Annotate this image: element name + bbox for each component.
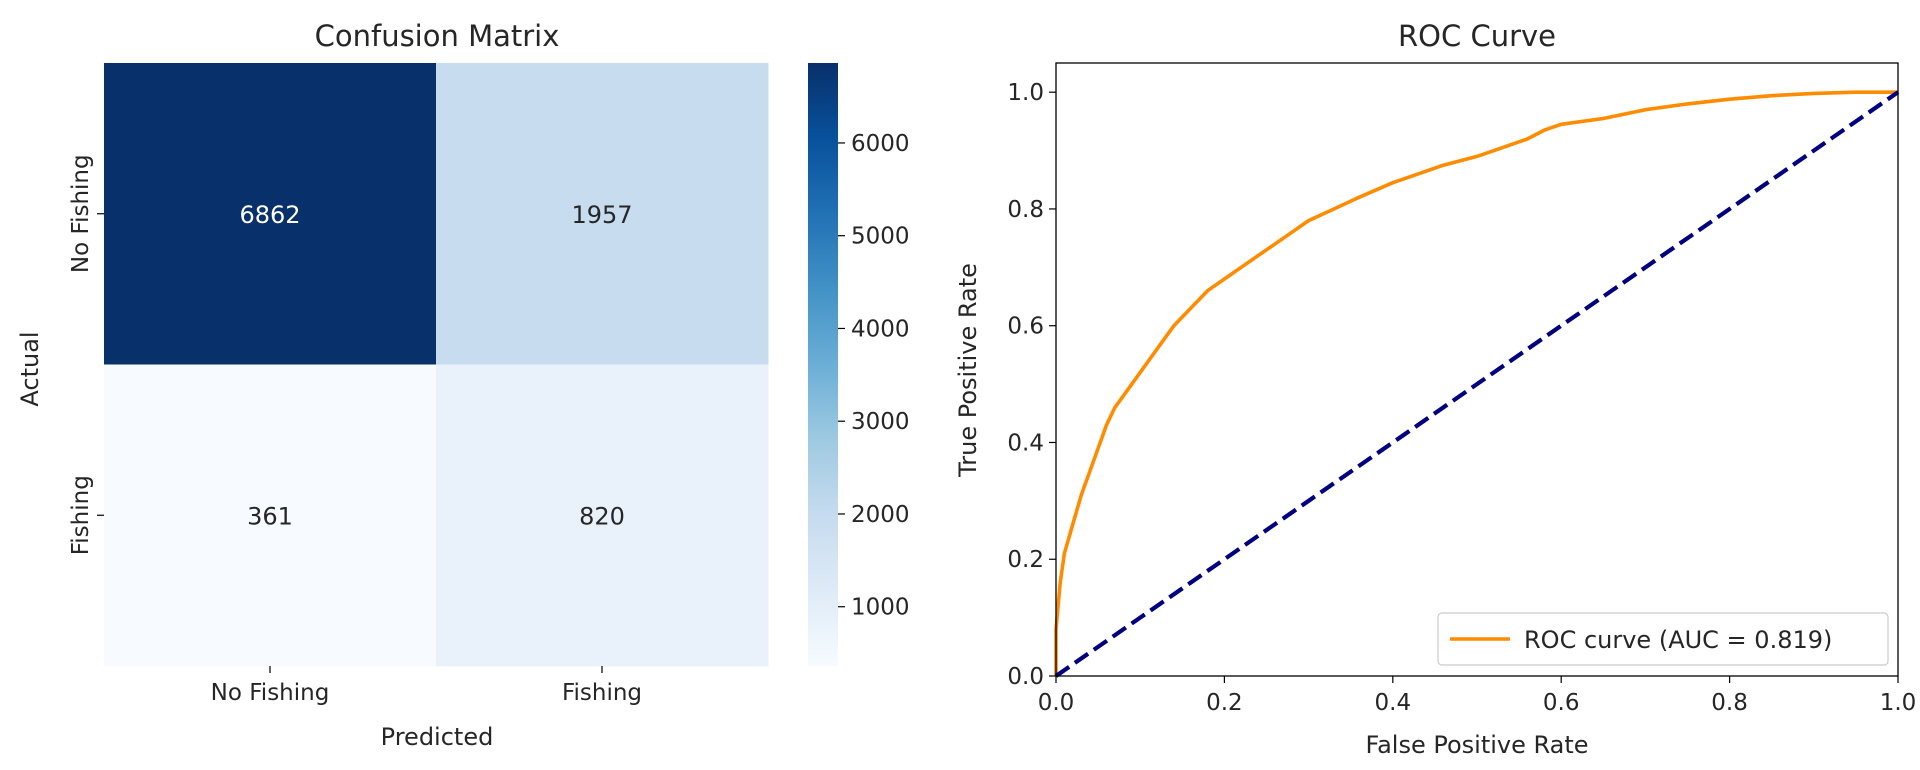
roc-plot-area bbox=[1054, 90, 1900, 678]
roc-y-tick-label: 1.0 bbox=[1007, 80, 1044, 106]
roc-diagonal-line bbox=[1054, 90, 1900, 678]
roc-panel: ROC Curve 0.0 0.2 0.4 0.6 0.8 1.0 0.00.20.40.… bbox=[954, 19, 1916, 759]
legend-roc-label: ROC curve (AUC = 0.819) bbox=[1524, 626, 1832, 654]
colorbar-tick-label: 1000 bbox=[851, 595, 910, 621]
roc-y-tick-label: 0.4 bbox=[1007, 430, 1044, 456]
colorbar-tick-label: 2000 bbox=[851, 502, 910, 528]
cm-y-tick-label: Fishing bbox=[68, 475, 94, 555]
colorbar-gradient bbox=[808, 63, 838, 666]
cm-x-axis-label: Predicted bbox=[381, 723, 494, 751]
roc-legend: ROC curve (AUC = 0.819) bbox=[1437, 612, 1889, 666]
roc-y-tick-label: 0.2 bbox=[1007, 547, 1044, 573]
cm-x-tick-label: No Fishing bbox=[211, 680, 330, 706]
cm-cell-value-1-1: 820 bbox=[579, 502, 625, 530]
colorbar: 1000 2000 3000 4000 5000 6000 bbox=[808, 63, 910, 666]
cm-title: Confusion Matrix bbox=[315, 19, 560, 53]
cm-cell-0-0 bbox=[104, 63, 437, 365]
cm-cell-1-0 bbox=[104, 364, 437, 667]
roc-y-tick-label: 0.0 bbox=[1007, 664, 1044, 690]
roc-y-tick-label: 0.6 bbox=[1007, 314, 1044, 340]
roc-curve-line bbox=[1054, 90, 1898, 676]
cm-cell-value-0-1: 1957 bbox=[571, 201, 632, 229]
roc-x-tick-label: 0.4 bbox=[1375, 690, 1412, 716]
roc-y-tick-label: 0.8 bbox=[1007, 197, 1044, 223]
roc-x-tick-label: 0.0 bbox=[1038, 690, 1075, 716]
roc-title: ROC Curve bbox=[1398, 19, 1556, 53]
roc-x-tick-label: 0.8 bbox=[1711, 690, 1748, 716]
roc-x-axis-label: False Positive Rate bbox=[1365, 731, 1588, 759]
colorbar-tick-label: 6000 bbox=[851, 131, 910, 157]
cm-cell-value-1-0: 361 bbox=[247, 502, 293, 530]
cm-y-ticks: No Fishing Fishing bbox=[68, 154, 104, 555]
cm-cells: 6862 1957 361 820 bbox=[104, 63, 769, 667]
legend-box bbox=[1437, 612, 1889, 666]
roc-axes-frame bbox=[1055, 62, 1899, 677]
cm-cell-0-1 bbox=[436, 63, 769, 365]
confusion-matrix-panel: Confusion Matrix 6862 1957 361 820 No Fishi… bbox=[16, 19, 769, 751]
cm-cell-1-1 bbox=[436, 364, 769, 667]
roc-x-tick-label: 1.0 bbox=[1880, 690, 1917, 716]
cm-x-tick-label: Fishing bbox=[562, 680, 642, 706]
cm-x-ticks: No Fishing Fishing bbox=[211, 666, 642, 706]
roc-y-ticks: 0.0 0.2 0.4 0.6 0.8 1.0 bbox=[1007, 80, 1056, 690]
colorbar-tick-label: 5000 bbox=[851, 224, 910, 250]
roc-x-tick-label: 0.2 bbox=[1206, 690, 1243, 716]
colorbar-tick-label: 3000 bbox=[851, 409, 910, 435]
colorbar-tick-label: 4000 bbox=[851, 316, 910, 342]
roc-x-tick-label: 0.6 bbox=[1543, 690, 1580, 716]
colorbar-ticks: 1000 2000 3000 4000 5000 6000 bbox=[838, 131, 910, 621]
cm-y-tick-label: No Fishing bbox=[68, 154, 94, 273]
roc-y-axis-label: True Positive Rate bbox=[954, 263, 982, 478]
roc-x-ticks: 0.0 0.2 0.4 0.6 0.8 1.0 bbox=[1038, 676, 1917, 716]
cm-y-axis-label: Actual bbox=[16, 331, 44, 406]
cm-cell-value-0-0: 6862 bbox=[239, 201, 300, 229]
